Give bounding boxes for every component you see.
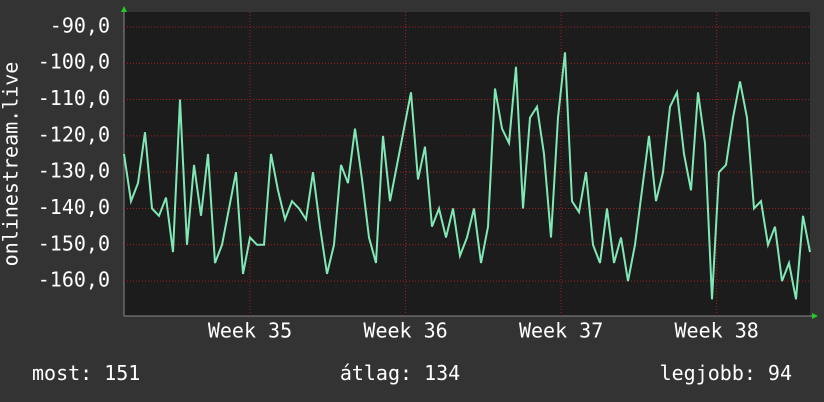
x-arrow	[812, 313, 818, 319]
x-tick-label: Week 37	[519, 319, 603, 343]
y-tick-label: -130,0	[38, 159, 110, 183]
data-line	[123, 52, 811, 300]
y-tick-label: -160,0	[38, 268, 110, 292]
stat-label: most:	[32, 361, 92, 385]
x-tick-label: Week 36	[363, 319, 447, 343]
stat: most: 151	[32, 361, 140, 385]
stat-value: 94	[768, 361, 792, 385]
y-arrow	[121, 6, 127, 12]
stat-label: legjobb:	[660, 361, 756, 385]
y-tick-label: -150,0	[38, 231, 110, 255]
y-tick-label: -100,0	[38, 50, 110, 74]
y-tick-label: -120,0	[38, 122, 110, 146]
y-axis-label: onlinestream.live	[0, 62, 23, 267]
stat: átlag: 134	[340, 361, 460, 385]
y-tick-label: -140,0	[38, 195, 110, 219]
plot-area	[124, 12, 810, 316]
y-tick-label: -90,0	[50, 13, 110, 37]
x-tick-label: Week 38	[675, 319, 759, 343]
stat-label: átlag:	[340, 361, 412, 385]
y-tick-label: -110,0	[38, 86, 110, 110]
stat: legjobb: 94	[660, 361, 792, 385]
stat-value: 134	[424, 361, 460, 385]
x-tick-label: Week 35	[208, 319, 292, 343]
stat-value: 151	[104, 361, 140, 385]
